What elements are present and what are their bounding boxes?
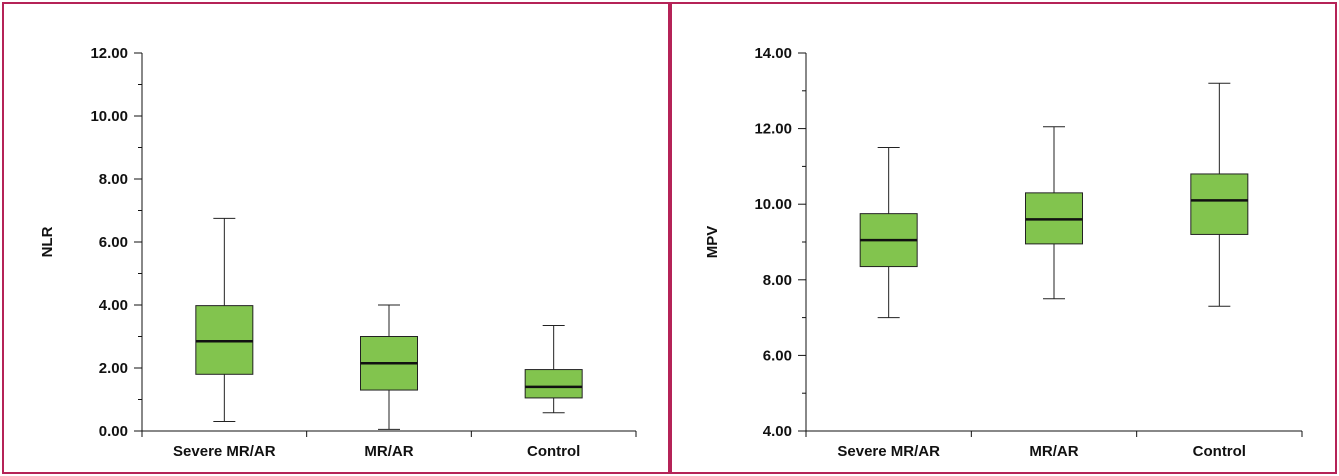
y-tick-label: 6.00 [763, 347, 792, 364]
iqr-box [1190, 173, 1249, 235]
x-category-label: MR/AR [364, 443, 413, 460]
y-tick-label: 8.00 [99, 171, 128, 188]
iqr-box [524, 369, 583, 399]
y-tick-label: 10.00 [90, 108, 128, 125]
y-tick-label: 2.00 [99, 360, 128, 377]
y-tick-label: 14.00 [754, 45, 792, 62]
mpv-chart-panel: 4.00 6.00 8.00 10.00 12.00 14.00 MPV Severe MR/… [670, 2, 1337, 474]
y-tick-label: 12.00 [90, 45, 128, 62]
y-tick-label: 10.00 [754, 196, 792, 213]
y-tick-label: 12.00 [754, 121, 792, 138]
nlr-box-plot: 0.00 2.00 4.00 6.00 8.00 10.00 12.00 NLR Severe … [39, 45, 637, 460]
y-tick-label: 4.00 [763, 423, 792, 440]
y-tick-label: 6.00 [99, 234, 128, 251]
x-category-label: Severe MR/AR [173, 443, 276, 460]
x-category-label: Control [527, 443, 580, 460]
y-tick-label: 0.00 [99, 423, 128, 440]
y-axis-title: NLR [39, 226, 56, 257]
iqr-box [195, 305, 254, 375]
x-category-label: Severe MR/AR [837, 443, 940, 460]
nlr-chart-panel: 0.00 2.00 4.00 6.00 8.00 10.00 12.00 NLR Severe … [2, 2, 670, 474]
y-tick-label: 4.00 [99, 297, 128, 314]
y-tick-label: 8.00 [763, 272, 792, 289]
y-axis-title: MPV [704, 226, 721, 259]
x-category-label: MR/AR [1029, 443, 1078, 460]
x-category-label: Control [1193, 443, 1246, 460]
mpv-box-plot: 4.00 6.00 8.00 10.00 12.00 14.00 MPV Severe MR/… [704, 45, 1303, 460]
